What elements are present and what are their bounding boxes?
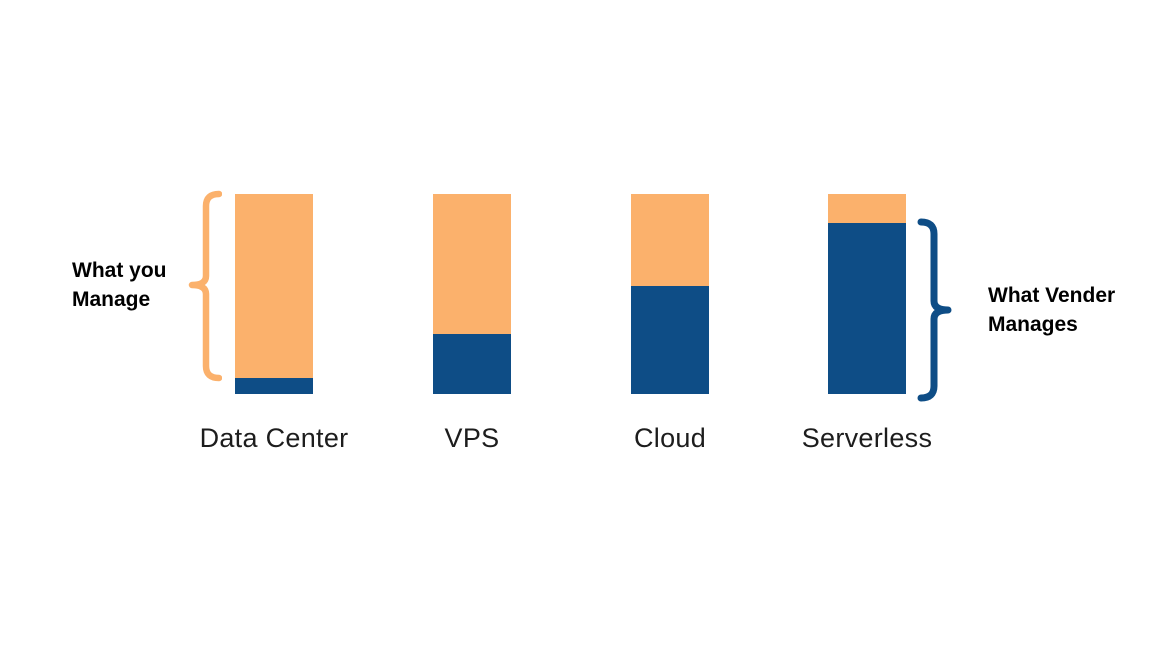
left-annotation: What you Manage [72,256,167,314]
right-annotation-line1: What Vender [988,284,1116,307]
segment-vendor-manages-serverless [828,223,906,394]
bar-cloud [631,194,709,394]
left-brace-icon [188,190,222,382]
segment-you-manage-serverless [828,194,906,223]
category-label-vps: VPS [444,423,500,453]
segment-vendor-manages-data-center [235,378,313,394]
bar-data-center [235,194,313,394]
category-label-data-center: Data Center [199,423,349,453]
right-brace-icon [917,218,952,402]
segment-you-manage-cloud [631,194,709,286]
category-label-cloud: Cloud [633,423,707,453]
segment-vendor-manages-cloud [631,286,709,394]
bar-serverless [828,194,906,394]
category-label-serverless: Serverless [801,423,933,453]
left-annotation-line1: What you [72,259,167,282]
left-annotation-line2: Manage [72,288,151,311]
segment-you-manage-data-center [235,194,313,378]
right-annotation: What Vender Manages [988,281,1115,339]
right-annotation-line2: Manages [988,313,1078,336]
segment-you-manage-vps [433,194,511,334]
segment-vendor-manages-vps [433,334,511,394]
bar-vps [433,194,511,394]
